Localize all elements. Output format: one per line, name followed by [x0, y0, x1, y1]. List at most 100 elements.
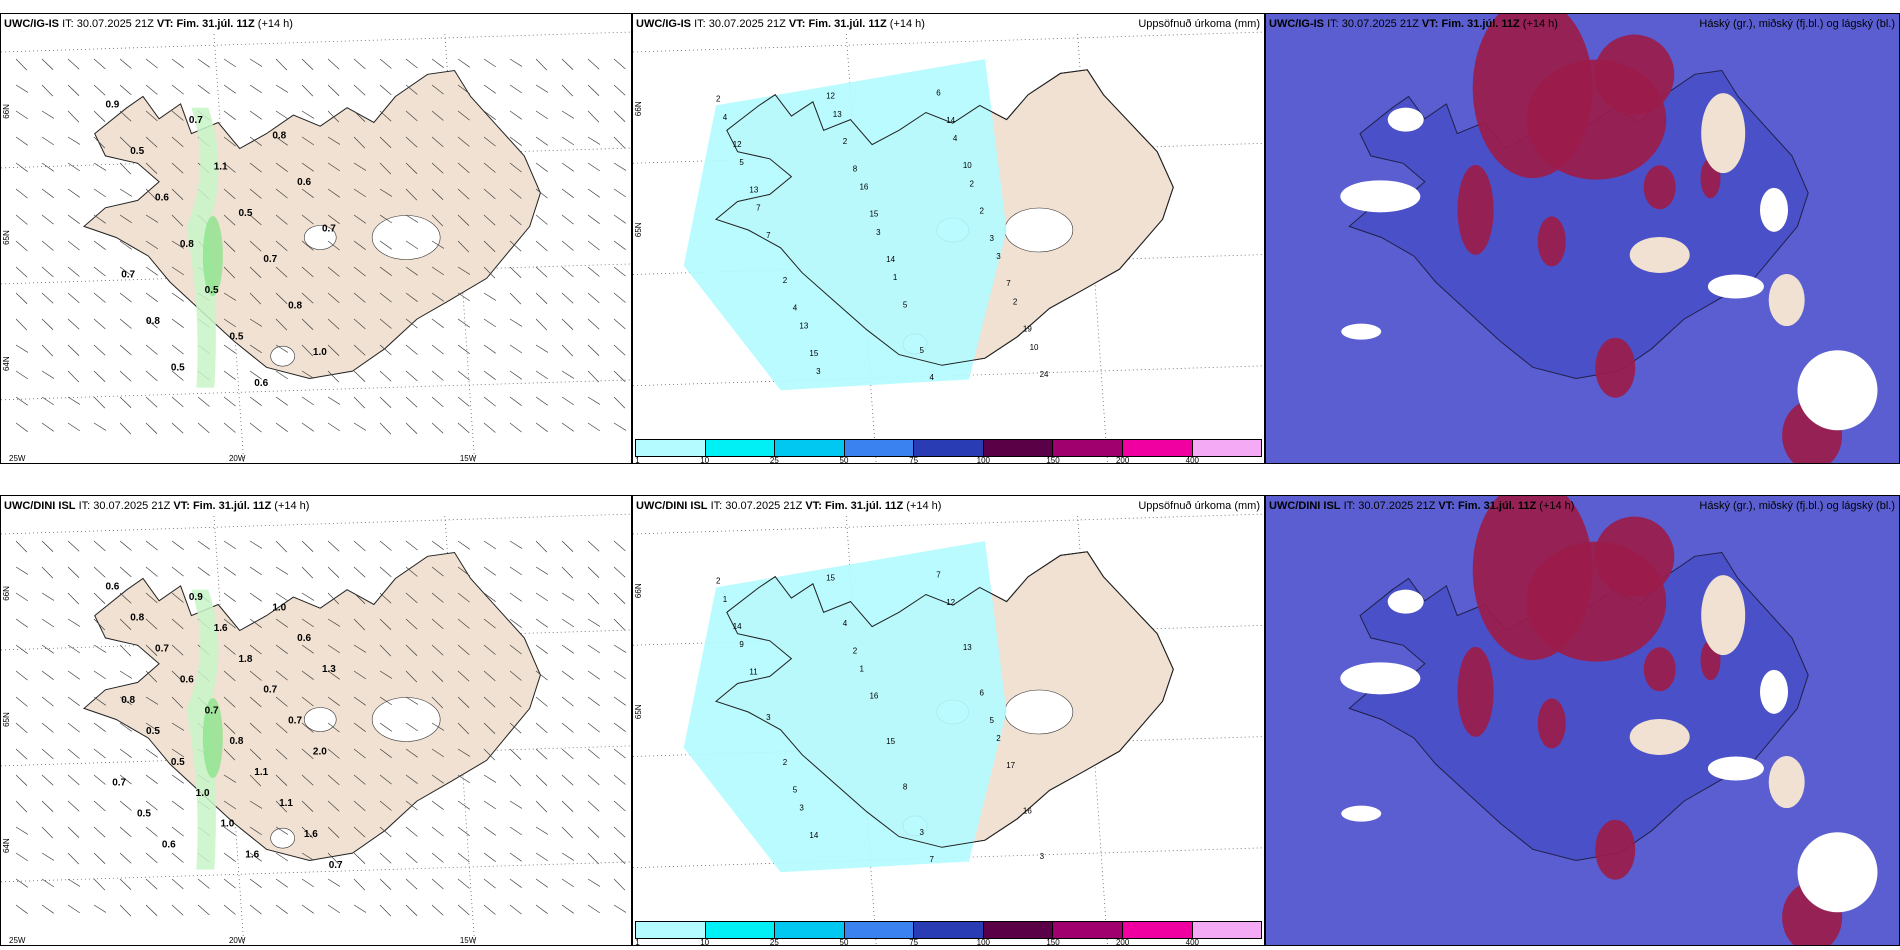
colorbar-tick-label: 1 — [635, 456, 640, 464]
wind-barb — [587, 396, 601, 405]
wind-barb — [171, 540, 184, 550]
wind-barb — [509, 188, 522, 199]
wind-barb — [535, 188, 548, 199]
iceland-coastline — [714, 69, 1174, 366]
wind-barb — [327, 162, 341, 172]
wind-barb — [327, 344, 340, 356]
wind-barb — [327, 110, 340, 123]
wind-barb — [223, 292, 237, 301]
wind-barb — [535, 318, 548, 331]
wind-barb — [613, 904, 627, 913]
colorbar-tick-label: 400 — [1185, 456, 1200, 464]
wind-barb — [41, 592, 55, 601]
wind-barb — [249, 800, 263, 809]
wind-barb — [249, 188, 262, 199]
precip-value-label: 10 — [963, 161, 972, 170]
precip-value-label: 16 — [869, 692, 878, 701]
wind-barb — [93, 774, 106, 785]
gust-value-label: 0.6 — [162, 839, 176, 850]
wind-barb — [249, 292, 262, 305]
wind-barb — [145, 904, 158, 916]
wind-barb — [301, 592, 315, 601]
wind-barb — [405, 162, 418, 174]
wind-barb — [93, 800, 106, 812]
colorbar-swatch — [775, 922, 845, 938]
wind-barb — [145, 748, 158, 758]
clear-sky-area — [1341, 805, 1382, 822]
wind-barb — [509, 774, 522, 787]
wind-barb — [405, 748, 418, 758]
wind-barb — [379, 266, 392, 276]
gust-value-label: 0.5 — [205, 285, 219, 296]
colorbar-tick-label: 400 — [1185, 938, 1200, 946]
wind-barb — [587, 670, 600, 680]
wind-barb — [119, 240, 132, 250]
vt-prefix: VT: — [805, 500, 822, 512]
wind-barb — [405, 826, 418, 837]
wind-barb — [275, 136, 288, 146]
wind-barb — [405, 240, 419, 250]
wind-barb — [41, 696, 54, 707]
wind-barb — [171, 592, 184, 603]
precip-value-label: 4 — [843, 619, 848, 628]
wind-barb — [353, 214, 366, 224]
precip-value-label: 12 — [946, 598, 955, 607]
wind-barb — [67, 240, 80, 251]
wind-barb — [327, 266, 340, 277]
wind-barb — [223, 540, 237, 550]
wind-barb — [301, 344, 314, 357]
colorbar-boxes — [635, 921, 1262, 939]
wind-barb — [171, 240, 185, 249]
wind-barb — [15, 240, 28, 252]
wind-barb — [93, 748, 106, 759]
panel-dini-wind: UWC/DINI ISL IT: 30.07.2025 21Z VT: Fim.… — [0, 495, 632, 946]
wind-barb — [379, 774, 392, 785]
land-visible-area — [1701, 575, 1746, 656]
wind-barb — [483, 592, 496, 602]
wind-barb — [587, 644, 601, 654]
wind-barb — [457, 878, 470, 889]
precip-value-label: 3 — [766, 713, 771, 722]
precip-value-label: 13 — [833, 110, 842, 119]
wind-barb — [587, 774, 600, 786]
wind-barb — [171, 422, 184, 434]
wind-barb — [67, 110, 80, 123]
wind-barb — [613, 136, 626, 149]
gust-value-label: 0.7 — [263, 254, 277, 265]
wind-barb — [327, 566, 340, 578]
wind-barb — [145, 292, 158, 302]
wind-barb — [457, 110, 470, 121]
gust-value-label: 1.1 — [254, 767, 268, 778]
wind-barb — [93, 84, 106, 96]
gust-value-label: 0.8 — [130, 613, 144, 624]
gust-value-label: 0.7 — [322, 223, 336, 234]
precip-value-label: 7 — [756, 204, 761, 213]
wind-barb — [249, 592, 262, 602]
wind-barb — [613, 110, 626, 122]
wind-barb — [41, 566, 54, 579]
wind-barb — [275, 774, 288, 786]
wind-barb — [93, 58, 106, 70]
wind-barb — [379, 540, 392, 551]
wind-barb — [587, 540, 600, 552]
wind-barb — [457, 644, 470, 656]
wind-barb — [301, 188, 314, 198]
wind-barb — [119, 618, 132, 630]
wind-barb — [67, 904, 81, 914]
wind-barb — [405, 774, 418, 784]
wind-barb — [41, 826, 54, 839]
wind-barb — [561, 162, 574, 172]
wind-barb — [353, 110, 366, 122]
wind-barb — [67, 774, 80, 786]
precip-value-label: 7 — [930, 855, 935, 864]
it-value: 30.07.2025 21Z — [76, 18, 154, 30]
wind-barb — [587, 370, 600, 383]
model-name: UWC/IG-IS — [636, 18, 691, 30]
wind-barb — [41, 318, 54, 330]
colorbar-swatch — [1053, 440, 1123, 456]
panel-header: UWC/IG-IS IT: 30.07.2025 21Z VT: Fim. 31… — [636, 16, 1260, 32]
panel-header: UWC/DINI ISL IT: 30.07.2025 21Z VT: Fim.… — [1269, 498, 1895, 514]
wind-barb — [249, 84, 263, 94]
wind-barb — [483, 644, 496, 655]
wind-barb — [457, 826, 470, 836]
